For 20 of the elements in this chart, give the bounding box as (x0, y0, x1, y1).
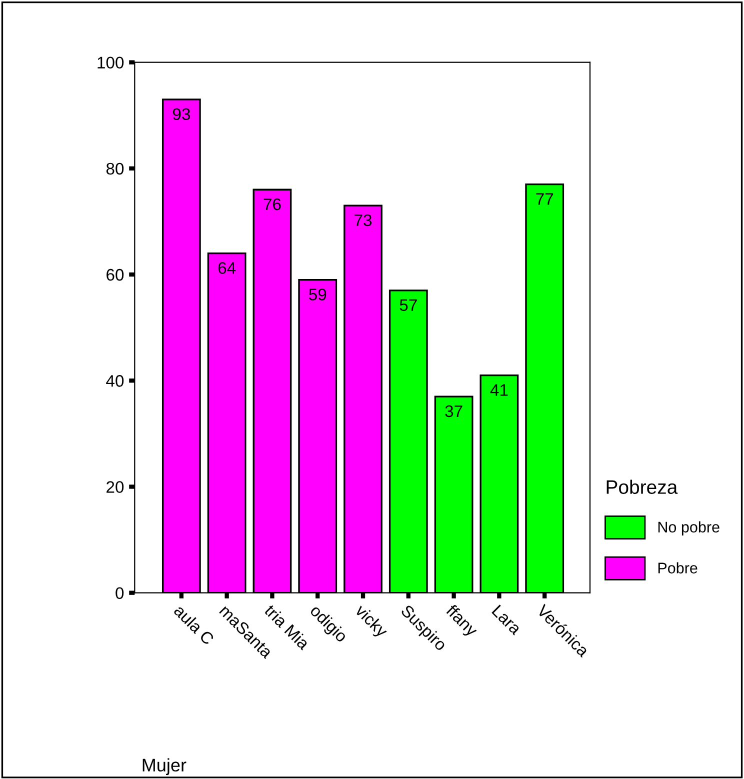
y-tick-label: 80 (106, 162, 124, 175)
legend-label: Pobre (658, 562, 698, 574)
y-tick-label: 20 (106, 481, 124, 493)
text: Mujer (142, 758, 186, 776)
y-tick-label: 100 (98, 56, 124, 69)
y-tick-label: 0 (116, 587, 124, 600)
legend-label: No pobre (658, 521, 720, 536)
data-label: 57 (400, 299, 417, 312)
x-tick-label: aula C (173, 604, 216, 646)
data-label: 76 (264, 198, 281, 210)
data-label: 93 (172, 108, 190, 120)
y-tick-label: 40 (106, 375, 124, 387)
data-label: 73 (354, 214, 372, 226)
data-label: 37 (445, 405, 462, 418)
legend-title: Pobreza (606, 480, 678, 494)
data-label: 64 (218, 262, 236, 274)
y-tick-label: 60 (106, 268, 124, 281)
data-label: 77 (536, 193, 554, 205)
data-label: 41 (490, 384, 508, 396)
data-label: 59 (309, 288, 326, 300)
